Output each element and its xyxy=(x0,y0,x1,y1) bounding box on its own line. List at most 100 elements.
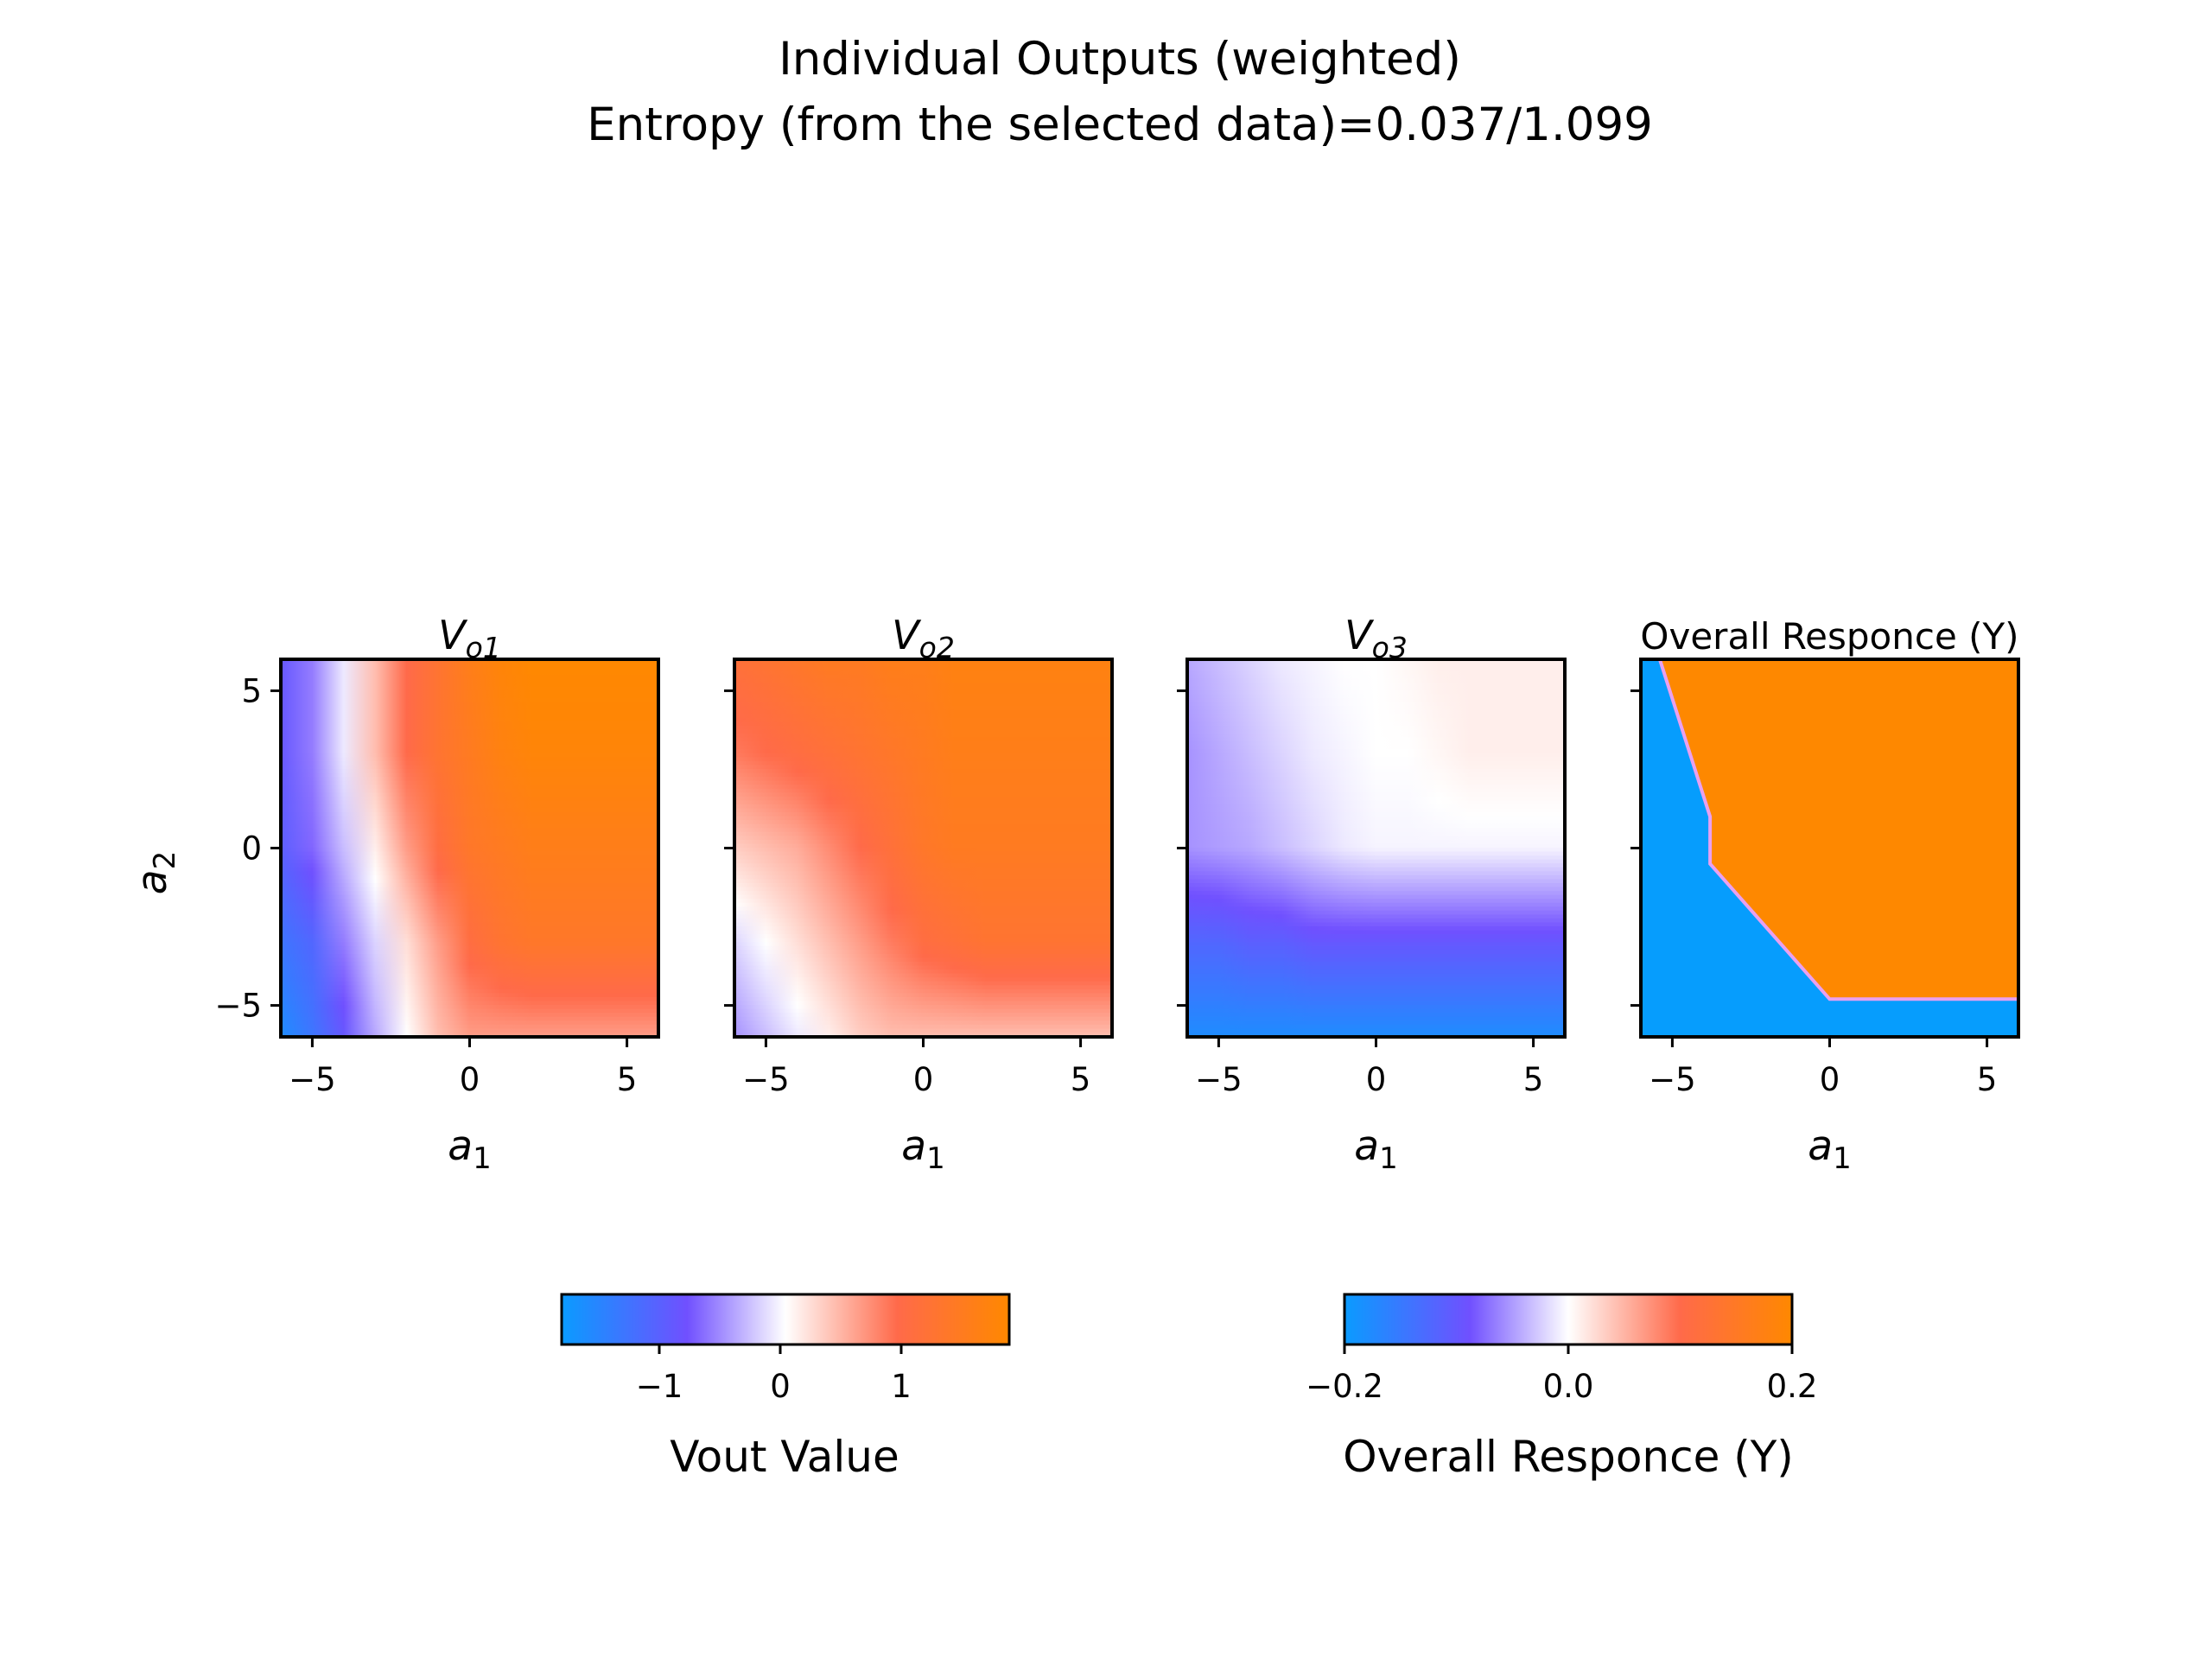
heatmap-band xyxy=(281,942,658,947)
heatmap-band xyxy=(1187,1001,1565,1007)
heatmap-band xyxy=(734,682,1112,688)
heatmap-band xyxy=(1187,953,1565,959)
svg-text:a2: a2 xyxy=(129,851,182,894)
heatmap-band xyxy=(734,816,1112,822)
heatmap-band xyxy=(281,796,658,802)
heatmap-band xyxy=(1187,808,1565,814)
heatmap-band xyxy=(281,788,658,794)
heatmap-band xyxy=(734,922,1112,928)
heatmap-band xyxy=(1187,871,1565,876)
x-tick-label: 0 xyxy=(460,1061,480,1098)
heatmap-band xyxy=(734,788,1112,794)
heatmap-band xyxy=(281,729,658,734)
heatmap-band xyxy=(734,666,1112,672)
heatmap-band xyxy=(1187,914,1565,919)
heatmap-band xyxy=(734,745,1112,751)
heatmap-band xyxy=(1187,981,1565,987)
heatmap-band xyxy=(1187,682,1565,688)
heatmap-band xyxy=(281,867,658,873)
heatmap-band xyxy=(1187,985,1565,990)
heatmap-band xyxy=(1187,938,1565,944)
panel-title: Overall Responce (Y) xyxy=(1640,615,2018,658)
heatmap-band xyxy=(734,1024,1112,1030)
heatmap-band xyxy=(734,906,1112,912)
heatmap-band xyxy=(734,721,1112,727)
heatmap-band xyxy=(281,690,658,696)
heatmap-band xyxy=(281,686,658,691)
heatmap-band xyxy=(734,934,1112,939)
heatmap-band xyxy=(1187,760,1565,766)
colorbar-vout: −1 0 1 Vout Value xyxy=(560,1293,1011,1482)
heatmap-band xyxy=(281,882,658,888)
heatmap-band xyxy=(734,953,1112,959)
heatmap-band xyxy=(281,792,658,798)
heatmap-band xyxy=(1187,848,1565,853)
heatmap-band xyxy=(281,820,658,825)
heatmap-band xyxy=(281,1013,658,1018)
heatmap-band xyxy=(1187,816,1565,822)
heatmap-band xyxy=(734,945,1112,951)
heatmap-band xyxy=(734,717,1112,723)
panel-title: Vo3 xyxy=(1344,612,1408,664)
heatmap-band xyxy=(1187,950,1565,955)
heatmap-band xyxy=(281,694,658,700)
heatmap-band xyxy=(281,745,658,751)
heatmap-band xyxy=(1187,934,1565,939)
heatmap-band xyxy=(281,988,658,995)
heatmap-band xyxy=(734,1032,1112,1037)
heatmap-band xyxy=(734,879,1112,884)
heatmap-band xyxy=(281,863,658,868)
heatmap-band xyxy=(281,725,658,731)
heatmap-band xyxy=(281,828,658,833)
heatmap-band xyxy=(1187,706,1565,711)
colorbar-overall-gradient xyxy=(1343,1293,1794,1346)
heatmap-band xyxy=(1187,867,1565,873)
heatmap-band xyxy=(1187,733,1565,739)
heatmap-band xyxy=(734,965,1112,971)
heatmap-band xyxy=(1187,942,1565,947)
heatmap-band xyxy=(734,765,1112,770)
heatmap-band xyxy=(1187,1005,1565,1010)
heatmap-band xyxy=(1187,993,1565,998)
heatmap-band xyxy=(734,887,1112,893)
heatmap-band xyxy=(281,957,658,963)
heatmap-band xyxy=(1187,714,1565,719)
heatmap-band xyxy=(734,709,1112,715)
heatmap-band xyxy=(281,981,658,987)
heatmap-band xyxy=(734,1013,1112,1018)
heatmap-band xyxy=(281,671,658,676)
x-tick-label: 0 xyxy=(913,1061,934,1098)
heatmap-band xyxy=(281,973,658,979)
colorbar-overall-tick: 0.2 xyxy=(1767,1368,1818,1405)
heatmap-band xyxy=(734,899,1112,904)
heatmap-band xyxy=(734,772,1112,779)
heatmap-band xyxy=(1187,1008,1565,1014)
heatmap-band xyxy=(281,874,658,880)
heatmap-band xyxy=(281,848,658,853)
heatmap-band xyxy=(734,706,1112,711)
heatmap-band xyxy=(734,760,1112,766)
heatmap-band xyxy=(281,1008,658,1014)
heatmap-band xyxy=(734,820,1112,825)
heatmap-band xyxy=(281,902,658,908)
heatmap-band xyxy=(281,985,658,990)
heatmap-band xyxy=(281,800,658,805)
y-tick-label: 5 xyxy=(241,672,262,709)
x-axis-label: a1 xyxy=(901,1122,944,1176)
heatmap-band xyxy=(1187,831,1565,837)
heatmap-band xyxy=(281,922,658,928)
heatmap-band xyxy=(734,938,1112,944)
heatmap-band xyxy=(281,702,658,708)
heatmap-band xyxy=(281,659,658,664)
heatmap-band xyxy=(734,812,1112,817)
heatmap-band xyxy=(1187,945,1565,951)
colorbar-vout-label: Vout Value xyxy=(670,1432,899,1482)
heatmap-band xyxy=(1187,887,1565,893)
heatmap-band xyxy=(734,741,1112,747)
heatmap-band xyxy=(1187,843,1565,849)
heatmap-band xyxy=(281,843,658,849)
decision-boundary xyxy=(1657,659,2018,1001)
heatmap-band xyxy=(281,910,658,916)
heatmap-band xyxy=(281,1016,658,1022)
heatmap-band xyxy=(281,914,658,919)
